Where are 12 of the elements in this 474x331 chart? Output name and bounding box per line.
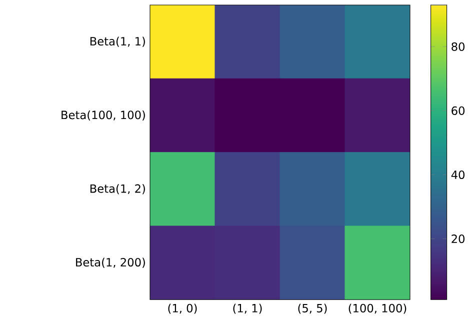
x-tick-label: (1, 0) <box>168 304 197 314</box>
y-tick-label: Beta(1, 1) <box>90 36 145 48</box>
color-bar-label: 20 <box>452 234 465 244</box>
color-bar-label: 40 <box>451 170 465 180</box>
x-tick-label: (1, 1) <box>233 304 262 314</box>
color-bar-label: 80 <box>452 42 465 52</box>
y-tick-label: Beta(1, 200) <box>76 258 145 268</box>
x-tick-label: (5, 5) <box>298 304 327 314</box>
color-bar-label: 60 <box>452 106 465 116</box>
y-tick-label: Beta(100, 100) <box>62 110 145 121</box>
x-tick-label: (100, 100) <box>348 304 406 314</box>
y-tick-label: Beta(1, 2) <box>90 184 145 194</box>
